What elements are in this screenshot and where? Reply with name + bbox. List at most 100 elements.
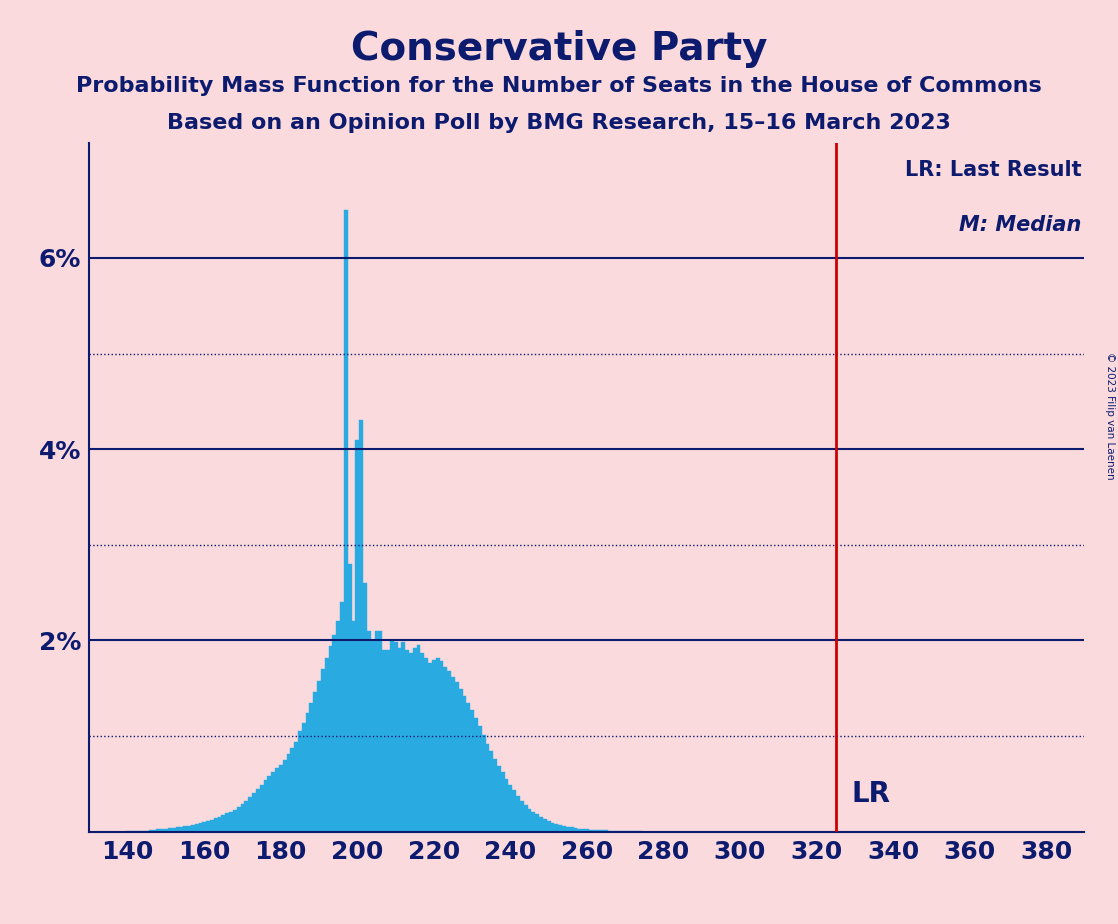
Text: M: Median: M: Median: [959, 215, 1081, 236]
Bar: [390, 640, 394, 832]
Bar: [176, 827, 179, 832]
Bar: [195, 824, 199, 832]
Bar: [474, 718, 477, 832]
Bar: [566, 827, 570, 832]
Bar: [351, 621, 356, 832]
Bar: [340, 602, 344, 832]
Bar: [145, 831, 149, 832]
Bar: [363, 583, 367, 832]
Bar: [214, 819, 218, 832]
Bar: [149, 830, 152, 832]
Bar: [218, 817, 221, 832]
Bar: [574, 828, 577, 832]
Bar: [417, 645, 420, 832]
Bar: [570, 828, 574, 832]
Bar: [458, 689, 463, 832]
Bar: [463, 696, 466, 832]
Bar: [226, 813, 229, 832]
Bar: [528, 808, 531, 832]
Bar: [286, 754, 291, 832]
Bar: [498, 766, 501, 832]
Bar: [558, 825, 562, 832]
Bar: [432, 660, 436, 832]
Bar: [264, 780, 267, 832]
Bar: [436, 658, 439, 832]
Bar: [367, 631, 371, 832]
Bar: [291, 748, 294, 832]
Bar: [152, 830, 157, 832]
Bar: [482, 735, 485, 832]
Bar: [126, 831, 130, 832]
Bar: [245, 801, 248, 832]
Bar: [398, 648, 401, 832]
Bar: [275, 769, 278, 832]
Bar: [356, 440, 359, 832]
Bar: [490, 751, 493, 832]
Bar: [337, 621, 340, 832]
Bar: [191, 825, 195, 832]
Bar: [413, 648, 417, 832]
Bar: [409, 653, 413, 832]
Bar: [382, 650, 386, 832]
Bar: [524, 805, 528, 832]
Bar: [386, 650, 390, 832]
Bar: [133, 831, 138, 832]
Bar: [130, 831, 133, 832]
Bar: [329, 646, 332, 832]
Bar: [447, 671, 451, 832]
Text: LR: LR: [851, 780, 890, 808]
Bar: [321, 669, 325, 832]
Bar: [267, 776, 272, 832]
Bar: [531, 811, 536, 832]
Bar: [471, 711, 474, 832]
Bar: [536, 814, 539, 832]
Bar: [299, 731, 302, 832]
Bar: [520, 801, 524, 832]
Text: © 2023 Filip van Laenen: © 2023 Filip van Laenen: [1106, 352, 1115, 480]
Bar: [512, 791, 517, 832]
Bar: [172, 828, 176, 832]
Bar: [428, 663, 432, 832]
Bar: [604, 831, 608, 832]
Bar: [359, 420, 363, 832]
Bar: [589, 830, 593, 832]
Bar: [550, 822, 555, 832]
Bar: [378, 631, 382, 832]
Bar: [157, 829, 160, 832]
Bar: [160, 829, 164, 832]
Bar: [344, 210, 348, 832]
Bar: [439, 662, 444, 832]
Bar: [183, 826, 187, 832]
Bar: [179, 827, 183, 832]
Bar: [348, 564, 351, 832]
Bar: [248, 797, 252, 832]
Bar: [259, 784, 264, 832]
Bar: [509, 784, 512, 832]
Bar: [455, 683, 458, 832]
Bar: [371, 640, 375, 832]
Bar: [138, 831, 141, 832]
Bar: [401, 642, 405, 832]
Bar: [405, 650, 409, 832]
Bar: [325, 658, 329, 832]
Bar: [233, 809, 237, 832]
Bar: [202, 822, 206, 832]
Bar: [504, 779, 509, 832]
Bar: [517, 796, 520, 832]
Bar: [425, 658, 428, 832]
Bar: [240, 804, 245, 832]
Bar: [237, 807, 240, 832]
Bar: [206, 821, 210, 832]
Bar: [394, 642, 398, 832]
Bar: [294, 742, 299, 832]
Bar: [597, 830, 600, 832]
Bar: [305, 713, 310, 832]
Bar: [585, 830, 589, 832]
Bar: [608, 831, 612, 832]
Text: Conservative Party: Conservative Party: [351, 30, 767, 67]
Bar: [485, 744, 490, 832]
Bar: [313, 692, 318, 832]
Text: LR: Last Result: LR: Last Result: [904, 161, 1081, 180]
Bar: [318, 681, 321, 832]
Bar: [593, 830, 597, 832]
